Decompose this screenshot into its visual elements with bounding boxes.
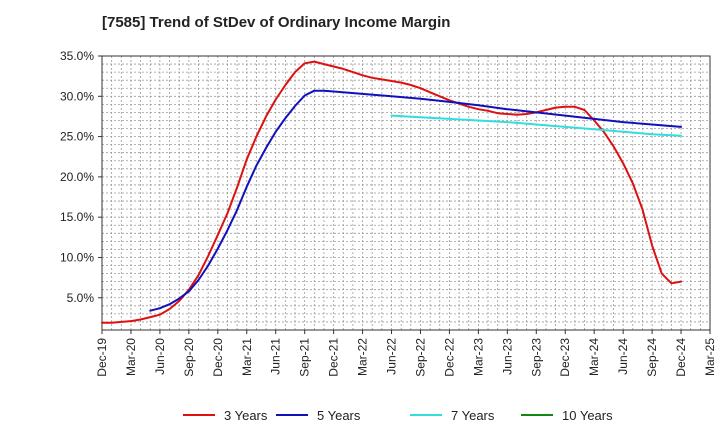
x-tick-label: Sep-22 [413,338,427,377]
x-tick-label: Dec-22 [442,338,456,377]
x-tick-label: Mar-22 [356,338,370,376]
x-tick-label: Mar-21 [240,338,254,376]
x-tick-label: Mar-23 [471,338,485,376]
x-tick-label: Dec-19 [95,338,109,377]
y-tick-label: 5.0% [67,291,95,305]
x-tick-label: Jun-20 [153,338,167,375]
legend-label: 5 Years [317,408,361,423]
x-tick-label: Mar-25 [703,338,717,376]
y-tick-label: 30.0% [60,89,94,103]
series-lines [101,60,682,324]
y-tick-label: 15.0% [60,210,94,224]
legend-label: 7 Years [451,408,495,423]
y-tick-label: 35.0% [60,49,94,63]
x-tick-label: Sep-24 [645,338,659,377]
series-line-3-years [101,60,682,324]
series-line-7-years [390,114,682,137]
legend: 3 Years 5 Years 7 Years 10 Years [183,408,613,423]
x-tick-label: Jun-21 [269,338,283,375]
series-line-5-years [149,89,682,312]
x-tick-label: Mar-20 [124,338,138,376]
x-tick-label: Dec-24 [674,338,688,377]
y-tick-label: 10.0% [60,250,94,264]
x-tick-label: Jun-24 [616,338,630,375]
gridlines [102,55,710,331]
x-tick-label: Sep-20 [182,338,196,377]
legend-label: 10 Years [562,408,613,423]
x-tick-label: Dec-21 [327,338,341,377]
x-tick-label: Dec-23 [558,338,572,377]
y-tick-label: 25.0% [60,130,94,144]
plot-frame [101,55,711,331]
chart-title: [7585] Trend of StDev of Ordinary Income… [102,14,451,31]
x-tick-label: Sep-23 [529,338,543,377]
legend-label: 3 Years [224,408,268,423]
axes: 35.0% 30.0% 25.0% 20.0% 15.0% 10.0% 5.0% Dec-19… [60,49,717,377]
x-tick-label: Jun-22 [385,338,399,375]
y-tick-label: 20.0% [60,170,94,184]
x-tick-label: Dec-20 [211,338,225,377]
x-tick-label: Sep-21 [298,338,312,377]
x-tick-label: Mar-24 [587,338,601,376]
x-tick-label: Jun-23 [500,338,514,375]
